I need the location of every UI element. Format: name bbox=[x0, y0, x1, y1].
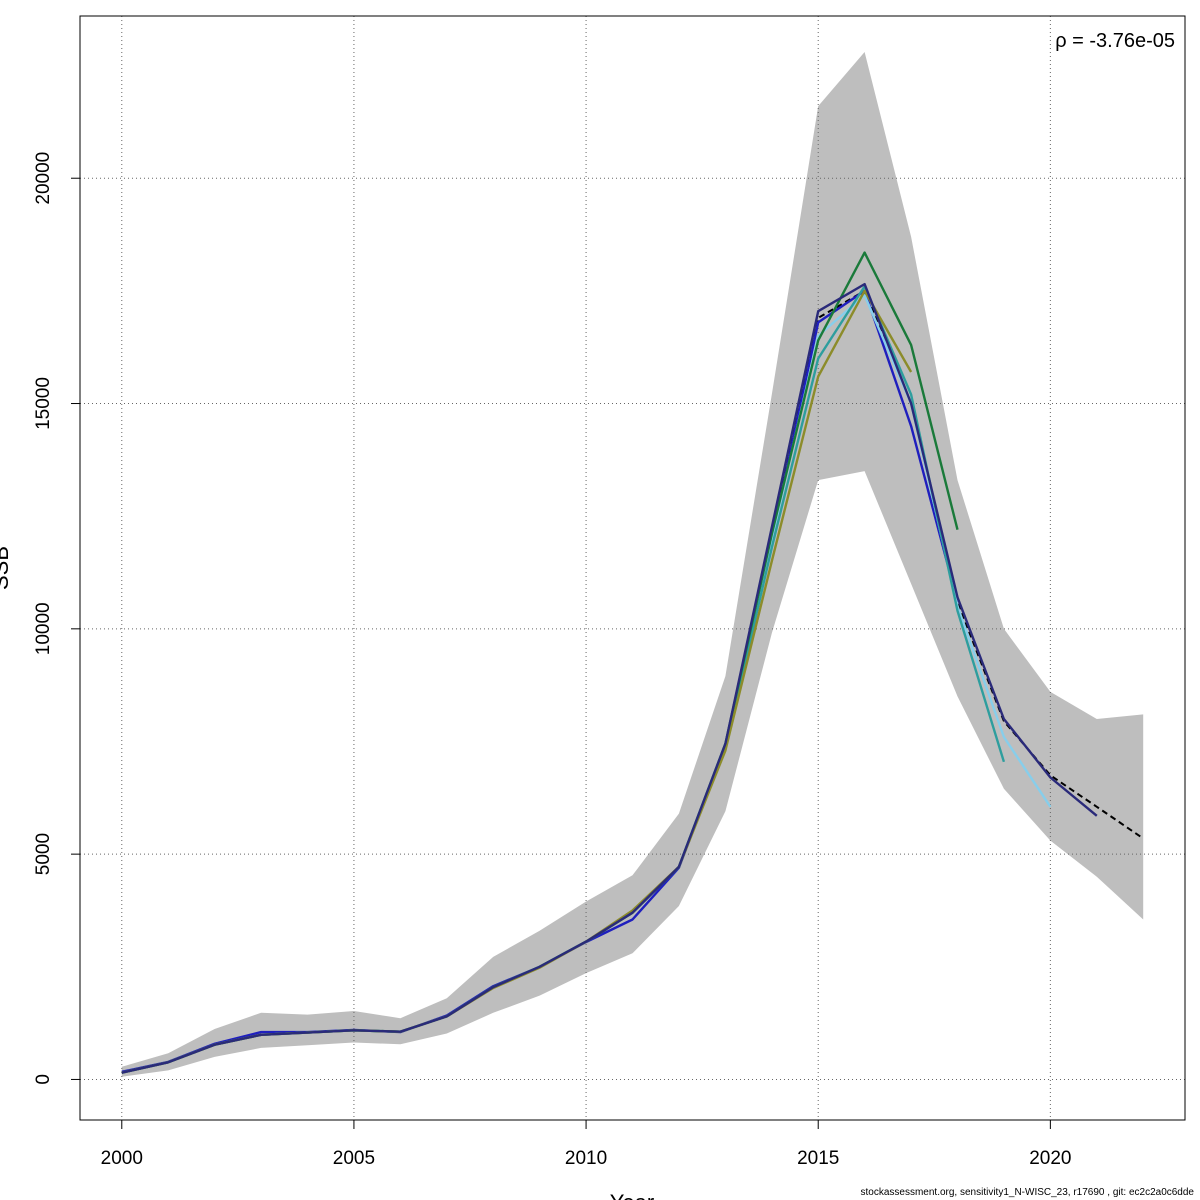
x-axis-label: Year bbox=[610, 1190, 654, 1200]
plot-background bbox=[80, 16, 1185, 1120]
confidence-band bbox=[121, 52, 1144, 1077]
x-tick-label: 2020 bbox=[1029, 1148, 1071, 1169]
x-axis: 2000 2005 2010 2015 2020 bbox=[101, 1120, 1071, 1169]
plot-frame bbox=[79, 15, 1186, 1121]
series-layer bbox=[121, 251, 1144, 1074]
x-tick-label: 2015 bbox=[797, 1148, 839, 1169]
x-tick-label: 2000 bbox=[101, 1148, 143, 1169]
x-tick-label: 2010 bbox=[565, 1148, 607, 1169]
rho-annotation: ρ = -3.76e-05 bbox=[1055, 30, 1175, 52]
y-axis-label: SSB bbox=[0, 546, 13, 590]
footer-credit: stockassessment.org, sensitivity1_N-WISC… bbox=[860, 1187, 1195, 1198]
confidence-band-layer bbox=[121, 52, 1144, 1077]
grid-layer bbox=[80, 16, 1185, 1120]
y-tick-label: 20000 bbox=[33, 152, 54, 205]
y-tick-label: 10000 bbox=[33, 602, 54, 655]
y-tick-label: 5000 bbox=[33, 833, 54, 875]
x-tick-label: 2005 bbox=[333, 1148, 375, 1169]
series-line-7 bbox=[121, 282, 1098, 1074]
y-tick-label: 15000 bbox=[33, 377, 54, 430]
y-tick-label: 0 bbox=[33, 1074, 54, 1085]
y-axis: 0 5000 10000 15000 20000 bbox=[33, 152, 80, 1085]
